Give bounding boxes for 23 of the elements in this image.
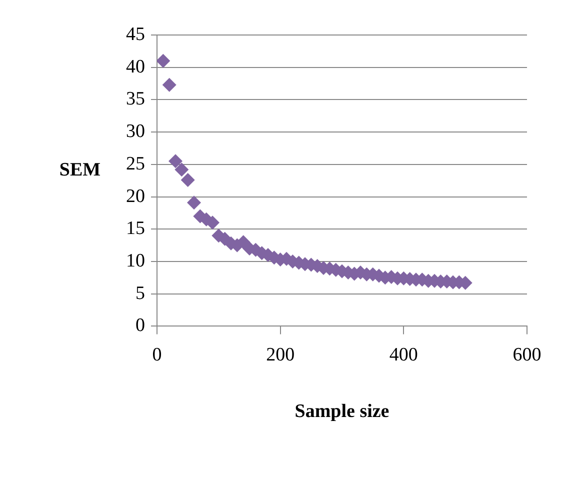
x-tick-label: 0 [152,344,162,366]
x-tick-label: 400 [389,344,418,366]
y-tick-label: 25 [126,153,145,174]
y-tick-label: 5 [136,282,145,304]
y-tick-label: 45 [126,24,145,45]
point [162,78,176,92]
y-axis-title: SEM [59,160,101,181]
x-tick-label: 200 [266,344,295,366]
point [180,172,195,187]
point [157,54,170,68]
y-tick-label: 40 [126,56,145,78]
point [168,154,182,168]
x-axis-title: Sample size [294,401,390,422]
y-tick-label: 20 [126,186,145,207]
point [187,196,201,210]
point [174,162,189,177]
y-tick-label: 35 [126,88,145,110]
y-tick-label: 30 [126,121,145,142]
y-tick-label: 10 [126,250,145,272]
x-tick-label: 600 [512,344,542,366]
y-tick-label: 0 [136,315,145,336]
point [206,216,220,230]
y-tick-label: 15 [126,218,145,240]
